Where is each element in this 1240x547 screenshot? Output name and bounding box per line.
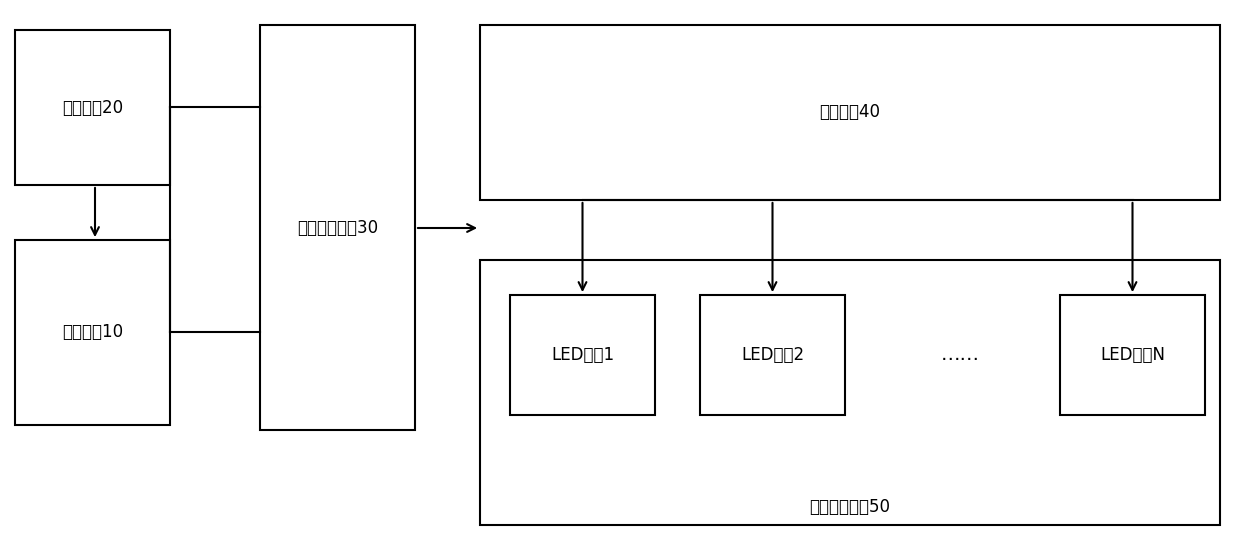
Text: LED灯珡1: LED灯珡1 (551, 346, 614, 364)
Text: 电池模块10: 电池模块10 (62, 323, 123, 341)
Text: ……: …… (940, 346, 980, 364)
Bar (15, 30, 170, 185)
Text: LED灯珡2: LED灯珡2 (742, 346, 804, 364)
Bar (701, 295, 844, 415)
Text: 电池管理模块30: 电池管理模块30 (296, 218, 378, 236)
Bar (1060, 295, 1205, 415)
Text: LED灯珡N: LED灯珡N (1100, 346, 1166, 364)
Bar (480, 25, 1220, 200)
Text: 电动汽车车灯50: 电动汽车车灯50 (810, 498, 890, 516)
Text: 供电模块20: 供电模块20 (62, 98, 123, 117)
Bar (510, 295, 655, 415)
Bar (15, 240, 170, 425)
Bar (480, 260, 1220, 525)
Bar (260, 25, 415, 430)
Text: 控制模块40: 控制模块40 (820, 103, 880, 121)
